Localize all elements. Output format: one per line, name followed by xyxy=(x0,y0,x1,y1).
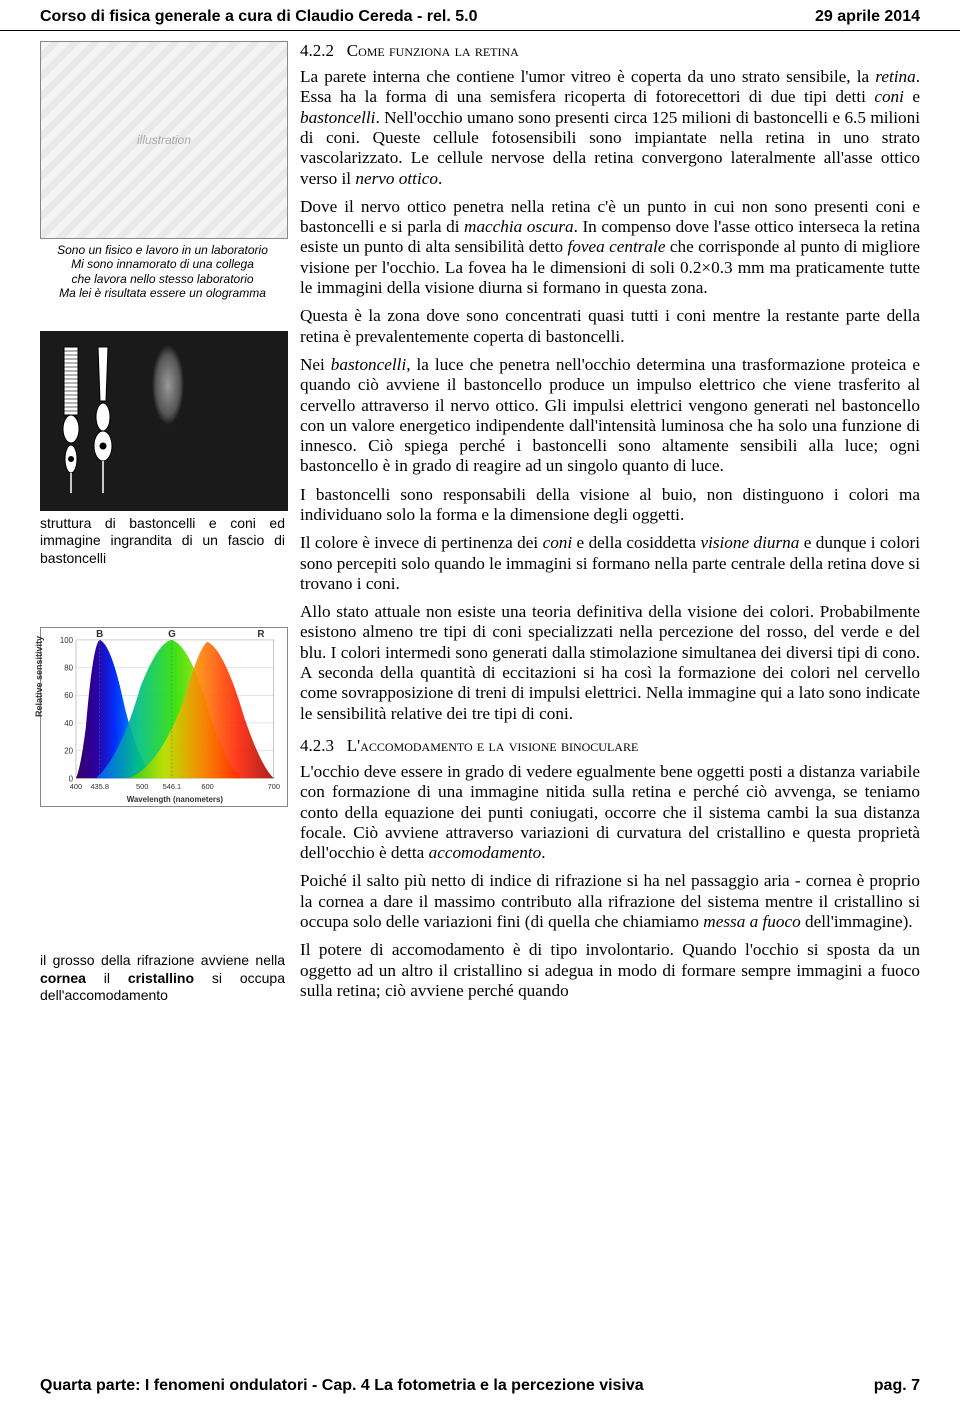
t: coni xyxy=(874,87,904,106)
page-content: Sono un fisico e lavoro in un laboratori… xyxy=(0,31,960,1019)
cartoon-caption-l2: Mi sono innamorato di una collega xyxy=(40,257,285,271)
cornea-caption: il grosso della rifrazione avviene nella… xyxy=(40,952,285,1005)
cornea-cap-1: il grosso della rifrazione avviene nella xyxy=(40,952,285,968)
xtick-4: 600 xyxy=(201,782,213,791)
p-422-7: Allo stato attuale non esiste una teoria… xyxy=(300,602,920,724)
t: macchia oscura xyxy=(464,217,574,236)
header-left: Corso di fisica generale a cura di Claud… xyxy=(40,8,477,26)
heading-423-title: L'accomodamento e la visione binoculare xyxy=(347,736,639,755)
heading-422-num: 4.2.2 xyxy=(300,41,334,60)
t: . xyxy=(438,169,442,188)
xtick-3: 546.1 xyxy=(163,782,182,791)
p-422-3: Questa è la zona dove sono concentrati q… xyxy=(300,306,920,347)
figure-cornea-caption: il grosso della rifrazione avviene nella… xyxy=(40,952,285,1005)
rods-cones-image xyxy=(40,331,288,511)
figure-cartoon: Sono un fisico e lavoro in un laboratori… xyxy=(40,41,285,301)
ytick-2: 40 xyxy=(64,719,73,728)
figure-sensitivity-chart: 0 20 40 60 80 100 400 435.8 500 546.1 60… xyxy=(40,627,285,807)
chart-label-b: B xyxy=(96,629,103,640)
t: L'occhio deve essere in grado di vedere … xyxy=(300,762,920,862)
t: nervo ottico xyxy=(355,169,438,188)
heading-422-title: Come funziona la retina xyxy=(347,41,519,60)
t: e xyxy=(904,87,920,106)
t: Nei xyxy=(300,355,331,374)
sensitivity-chart: 0 20 40 60 80 100 400 435.8 500 546.1 60… xyxy=(40,627,288,807)
sensitivity-chart-svg: 0 20 40 60 80 100 400 435.8 500 546.1 60… xyxy=(41,628,287,806)
t: bastoncelli xyxy=(331,355,406,374)
cartoon-illustration xyxy=(40,41,288,239)
xtick-0: 400 xyxy=(70,782,82,791)
t: messa a fuoco xyxy=(703,912,800,931)
footer-right: pag. 7 xyxy=(874,1377,920,1395)
p-422-2: Dove il nervo ottico penetra nella retin… xyxy=(300,197,920,298)
heading-422: 4.2.2 Come funziona la retina xyxy=(300,41,920,61)
t: visione diurna xyxy=(700,533,799,552)
cornea-cap-b1: cornea xyxy=(40,970,86,986)
p-423-1: L'occhio deve essere in grado di vedere … xyxy=(300,762,920,863)
page-header: Corso di fisica generale a cura di Claud… xyxy=(0,0,960,31)
p-422-4: Nei bastoncelli, la luce che penetra nel… xyxy=(300,355,920,477)
t: bastoncelli xyxy=(300,108,375,127)
x-axis-label: Wavelength (nanometers) xyxy=(127,795,224,804)
t: fovea centrale xyxy=(568,237,666,256)
cartoon-caption-l4: Ma lei è risultata essere un ologramma xyxy=(40,286,285,300)
p-423-2: Poiché il salto più netto di indice di r… xyxy=(300,871,920,932)
footer-left: Quarta parte: I fenomeni ondulatori - Ca… xyxy=(40,1377,644,1395)
t: coni xyxy=(543,533,573,552)
chart-label-r: R xyxy=(257,629,264,640)
cartoon-caption-l3: che lavora nello stesso laboratorio xyxy=(40,272,285,286)
cartoon-caption-l1: Sono un fisico e lavoro in un laboratori… xyxy=(40,243,285,257)
ytick-3: 60 xyxy=(64,691,73,700)
heading-423-num: 4.2.3 xyxy=(300,736,334,755)
p-422-6: Il colore è invece di pertinenza dei con… xyxy=(300,533,920,594)
figure-rods-cones: struttura di bastoncelli e coni ed immag… xyxy=(40,331,285,568)
t: La parete interna che contiene l'umor vi… xyxy=(300,67,875,86)
rods-cones-caption: struttura di bastoncelli e coni ed immag… xyxy=(40,515,285,568)
rods-micrograph-icon xyxy=(138,331,288,511)
t: Il colore è invece di pertinenza dei xyxy=(300,533,543,552)
chart-label-g: G xyxy=(168,629,176,640)
t: e della cosiddetta xyxy=(572,533,700,552)
xtick-1: 435.8 xyxy=(90,782,109,791)
rod-cone-schematic-icon xyxy=(46,341,136,501)
cornea-cap-b2: cristallino xyxy=(128,970,194,986)
t: retina xyxy=(875,67,915,86)
p-422-1: La parete interna che contiene l'umor vi… xyxy=(300,67,920,189)
ytick-1: 20 xyxy=(64,747,73,756)
xtick-5: 700 xyxy=(268,782,280,791)
page-footer: Quarta parte: I fenomeni ondulatori - Ca… xyxy=(0,1377,960,1395)
ytick-4: 80 xyxy=(64,664,73,673)
body-text: 4.2.2 Come funziona la retina La parete … xyxy=(300,41,920,1019)
y-axis-label: Relative sensitivity xyxy=(34,636,44,717)
header-right: 29 aprile 2014 xyxy=(815,8,920,26)
t: dell'immagine). xyxy=(801,912,913,931)
p-422-5: I bastoncelli sono responsabili della vi… xyxy=(300,485,920,526)
t: accomodamento xyxy=(429,843,542,862)
cornea-cap-2: il xyxy=(86,970,128,986)
ytick-5: 100 xyxy=(60,636,74,645)
t: . xyxy=(541,843,545,862)
xtick-2: 500 xyxy=(136,782,148,791)
left-column: Sono un fisico e lavoro in un laboratori… xyxy=(40,41,300,1019)
cartoon-caption: Sono un fisico e lavoro in un laboratori… xyxy=(40,243,285,301)
p-423-3: Il potere di accomodamento è di tipo inv… xyxy=(300,940,920,1001)
heading-423: 4.2.3 L'accomodamento e la visione binoc… xyxy=(300,736,920,756)
